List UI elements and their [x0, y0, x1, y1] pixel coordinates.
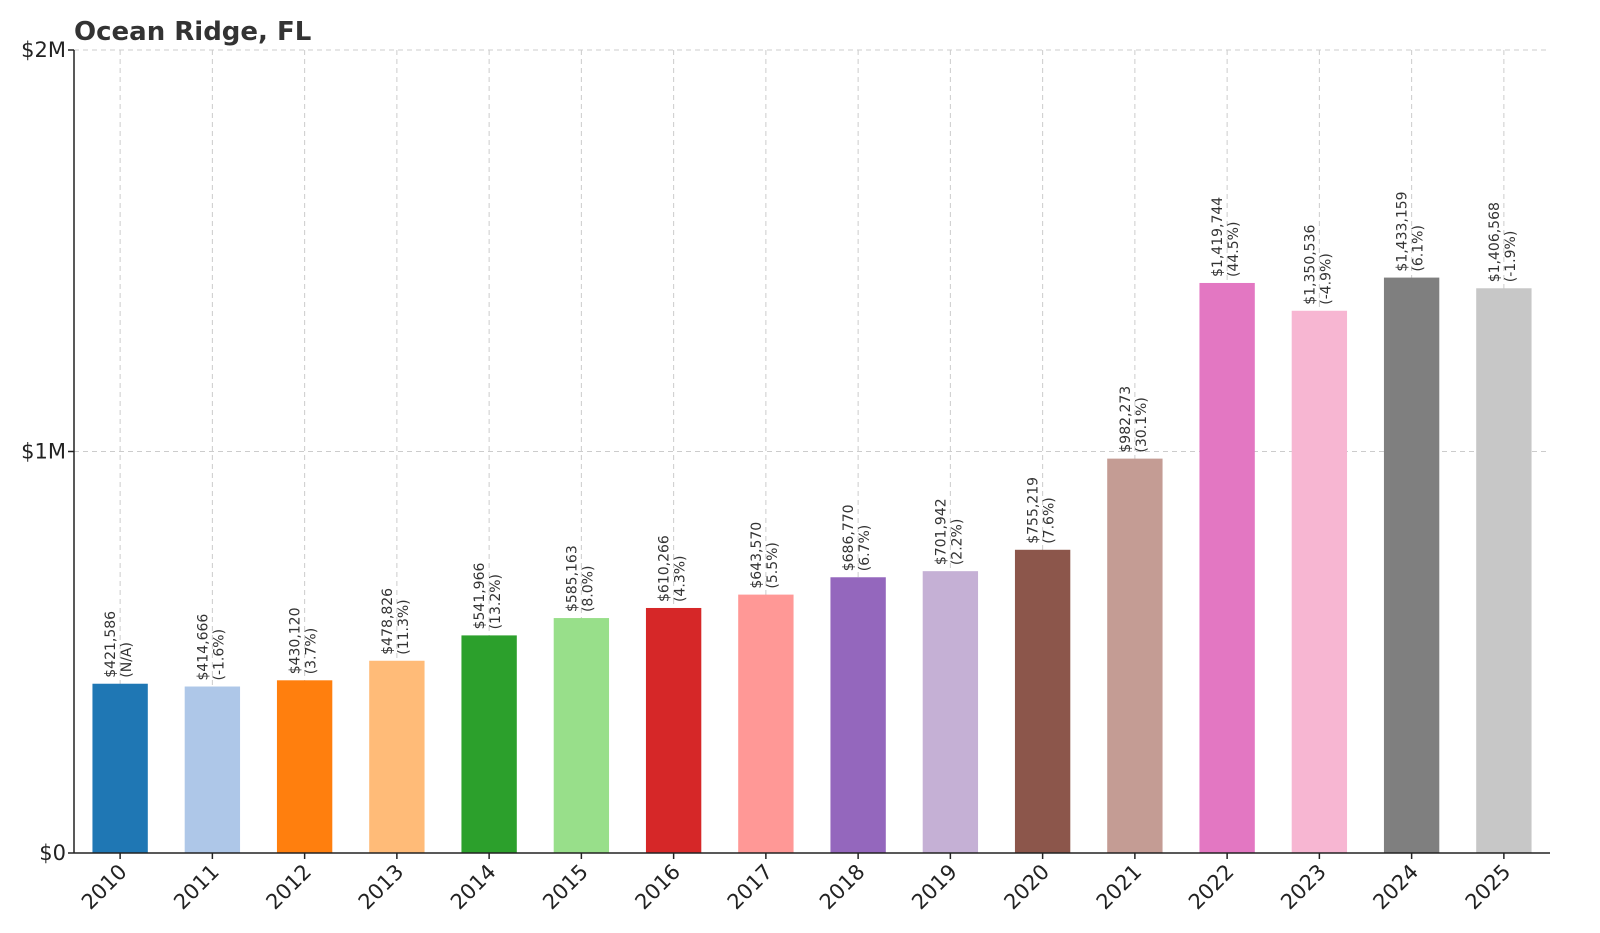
x-tick-label: 2017: [723, 860, 778, 915]
x-tick-label: 2015: [538, 860, 593, 915]
x-tick-label: 2023: [1276, 860, 1331, 915]
value-label: $421,586: [103, 611, 119, 678]
x-tick-label: 2018: [815, 860, 870, 915]
y-tick-label: $0: [39, 841, 66, 865]
x-tick-label: 2024: [1368, 860, 1423, 915]
change-label: (44.5%): [1226, 222, 1242, 277]
change-label: (-1.6%): [211, 629, 227, 681]
value-label: $430,120: [288, 607, 304, 674]
x-tick-label: 2020: [999, 860, 1054, 915]
bar-2014: [461, 635, 517, 853]
change-label: (5.5%): [765, 542, 781, 589]
value-label: $1,433,159: [1395, 191, 1411, 271]
bar-2024: [1383, 277, 1440, 853]
x-tick-label: 2021: [1092, 860, 1147, 915]
change-label: (13.2%): [488, 574, 504, 629]
bar-2015: [553, 618, 610, 853]
bar-2021: [1107, 458, 1163, 853]
x-tick-label: 2010: [77, 860, 132, 915]
bar-2016: [645, 607, 702, 853]
value-label: $585,163: [564, 545, 580, 612]
value-label: $541,966: [472, 563, 488, 630]
change-label: (4.3%): [673, 555, 689, 602]
value-label: $478,826: [380, 588, 396, 655]
bar-2013: [369, 660, 425, 853]
change-label: (6.1%): [1411, 225, 1427, 272]
axis-layer: [68, 49, 1550, 859]
value-label: $610,266: [657, 535, 673, 602]
change-label: (6.7%): [857, 525, 873, 572]
bar-2012: [276, 680, 333, 853]
value-label: $701,942: [933, 498, 949, 565]
value-label: $982,273: [1118, 386, 1134, 453]
x-tick-label: 2019: [907, 860, 962, 915]
value-label: $755,219: [1026, 477, 1042, 544]
value-label: $1,406,568: [1487, 202, 1503, 282]
change-label: (N/A): [119, 642, 135, 678]
x-tick-label: 2012: [261, 860, 316, 915]
bar-2018: [830, 577, 886, 853]
change-label: (30.1%): [1134, 397, 1150, 452]
x-tick-label: 2022: [1184, 860, 1239, 915]
change-label: (-4.9%): [1318, 253, 1334, 305]
bar-layer: [92, 277, 1532, 854]
value-label: $414,666: [195, 614, 211, 681]
x-tick-label: 2014: [446, 860, 501, 915]
x-tick-label: 2025: [1461, 860, 1516, 915]
change-label: (2.2%): [949, 519, 965, 566]
x-tick-label: 2016: [630, 860, 685, 915]
bar-2011: [184, 686, 241, 853]
value-label: $1,419,744: [1210, 197, 1226, 277]
value-label: $643,570: [749, 522, 765, 589]
y-tick-label: $1M: [21, 440, 66, 464]
bar-2020: [1014, 549, 1071, 853]
bar-2025: [1476, 288, 1532, 853]
bar-2010: [92, 683, 148, 853]
value-label: $686,770: [841, 504, 857, 571]
value-label: $1,350,536: [1302, 225, 1318, 305]
y-tick-label: $2M: [21, 38, 66, 62]
bar-2022: [1199, 282, 1255, 853]
bar-2017: [738, 594, 794, 853]
change-label: (7.6%): [1042, 497, 1058, 544]
change-label: (-1.9%): [1503, 231, 1519, 283]
chart-title: Ocean Ridge, FL: [74, 17, 311, 47]
x-tick-label: 2013: [354, 860, 409, 915]
change-label: (11.3%): [396, 599, 412, 654]
change-label: (8.0%): [580, 566, 596, 613]
change-label: (3.7%): [304, 628, 320, 675]
x-tick-label: 2011: [169, 860, 224, 915]
bar-2019: [922, 571, 979, 853]
bar-2023: [1291, 310, 1348, 854]
